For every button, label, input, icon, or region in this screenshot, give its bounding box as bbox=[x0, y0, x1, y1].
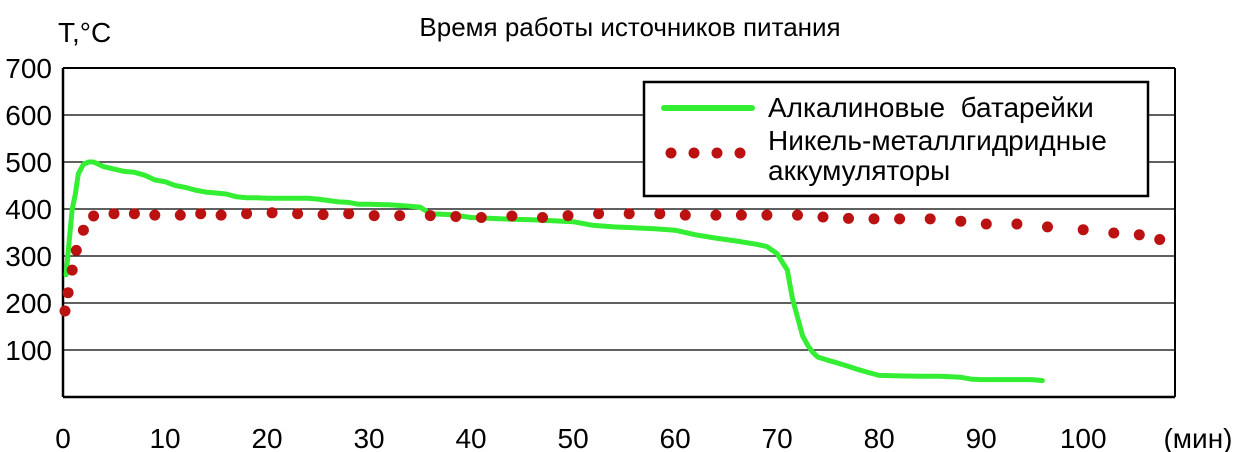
data-point-nimh-2 bbox=[66, 264, 78, 276]
axes bbox=[61, 67, 1176, 399]
data-point-nimh-26 bbox=[623, 208, 635, 220]
x-tick-label-10: 10 bbox=[149, 423, 180, 452]
series-1 bbox=[59, 207, 1166, 317]
data-point-nimh-8 bbox=[149, 209, 161, 221]
legend-dot-1 bbox=[688, 147, 700, 159]
legend-label-alkaline: Алкалиновые батарейки bbox=[768, 92, 1094, 123]
data-point-nimh-40 bbox=[1011, 218, 1023, 230]
data-point-nimh-39 bbox=[980, 218, 992, 230]
x-tick-label-30: 30 bbox=[353, 423, 384, 452]
legend-swatch-nimh bbox=[665, 147, 746, 159]
tick-labels: 100 200 300 400 500 600 700 0 10 20 30 40 50 60 70 80 90… bbox=[5, 53, 1106, 452]
x-tick-label-60: 60 bbox=[660, 423, 691, 452]
data-point-nimh-22 bbox=[506, 210, 518, 222]
series-0 bbox=[63, 159, 1045, 384]
data-point-nimh-33 bbox=[817, 211, 829, 223]
data-point-nimh-15 bbox=[317, 209, 329, 221]
data-point-nimh-35 bbox=[868, 213, 880, 225]
data-point-nimh-13 bbox=[266, 207, 278, 219]
data-point-nimh-32 bbox=[792, 209, 803, 221]
y-tick-label-500: 500 bbox=[5, 147, 52, 178]
data-point-nimh-12 bbox=[241, 208, 253, 220]
data-point-nimh-19 bbox=[424, 210, 436, 222]
data-point-nimh-16 bbox=[343, 208, 355, 220]
data-point-nimh-3 bbox=[70, 244, 82, 256]
data-point-nimh-9 bbox=[174, 209, 186, 221]
data-point-nimh-28 bbox=[679, 209, 691, 221]
data-point-nimh-29 bbox=[710, 209, 722, 221]
x-tick-label-50: 50 bbox=[558, 423, 589, 452]
x-tick-label-20: 20 bbox=[251, 423, 282, 452]
data-point-nimh-42 bbox=[1077, 224, 1089, 236]
data-point-nimh-37 bbox=[924, 213, 936, 225]
legend-dot-3 bbox=[734, 147, 746, 159]
x-tick-label-100: 100 bbox=[1060, 423, 1107, 452]
chart-title: Время работы источников питания bbox=[419, 12, 840, 42]
legend-label-nimh-line1: Никель-металлгидридные bbox=[768, 125, 1107, 156]
data-point-nimh-11 bbox=[215, 209, 227, 221]
data-point-nimh-44 bbox=[1133, 229, 1145, 241]
data-point-nimh-4 bbox=[77, 224, 89, 236]
y-tick-label-700: 700 bbox=[5, 53, 52, 84]
y-tick-label-100: 100 bbox=[5, 335, 52, 366]
x-tick-label-40: 40 bbox=[455, 423, 486, 452]
y-tick-label-200: 200 bbox=[5, 288, 52, 319]
data-point-nimh-20 bbox=[450, 211, 462, 222]
data-point-nimh-23 bbox=[537, 212, 548, 223]
legend-dot-2 bbox=[711, 147, 723, 159]
data-point-nimh-25 bbox=[593, 208, 605, 220]
x-tick-label-70: 70 bbox=[762, 423, 793, 452]
y-tick-label-600: 600 bbox=[5, 100, 52, 131]
data-point-nimh-5 bbox=[88, 210, 100, 222]
data-point-nimh-30 bbox=[735, 209, 747, 221]
data-point-nimh-1 bbox=[62, 287, 74, 299]
legend-box bbox=[642, 80, 1150, 198]
data-point-nimh-27 bbox=[654, 208, 666, 220]
data-point-nimh-31 bbox=[761, 209, 773, 221]
legend-dot-0 bbox=[665, 147, 677, 159]
data-point-nimh-0 bbox=[59, 305, 71, 317]
legend: Алкалиновые батарейки Никель-металлгидри… bbox=[642, 80, 1150, 198]
data-point-nimh-7 bbox=[128, 208, 140, 220]
data-point-nimh-14 bbox=[292, 208, 304, 220]
series-group bbox=[59, 159, 1166, 384]
data-point-nimh-34 bbox=[843, 212, 854, 224]
series-line-alkaline bbox=[63, 159, 1045, 384]
x-tick-label-0: 0 bbox=[55, 423, 71, 452]
data-point-nimh-24 bbox=[562, 210, 574, 222]
x-axis-label: (мин) bbox=[1163, 423, 1232, 452]
data-point-nimh-38 bbox=[955, 215, 967, 227]
data-point-nimh-18 bbox=[394, 210, 406, 222]
data-point-nimh-41 bbox=[1042, 221, 1053, 233]
data-point-nimh-45 bbox=[1154, 234, 1166, 245]
data-point-nimh-10 bbox=[195, 208, 207, 220]
data-point-nimh-6 bbox=[108, 208, 120, 220]
data-point-nimh-36 bbox=[894, 213, 906, 225]
data-point-nimh-21 bbox=[475, 212, 487, 223]
y-axis-label: T,°C bbox=[58, 17, 111, 48]
legend-label-nimh-line2: аккумуляторы bbox=[768, 155, 950, 186]
x-tick-label-80: 80 bbox=[864, 423, 895, 452]
data-point-nimh-17 bbox=[368, 210, 380, 222]
y-tick-label-400: 400 bbox=[5, 194, 52, 225]
y-tick-label-300: 300 bbox=[5, 241, 52, 272]
x-tick-label-90: 90 bbox=[966, 423, 997, 452]
data-point-nimh-43 bbox=[1108, 227, 1120, 239]
